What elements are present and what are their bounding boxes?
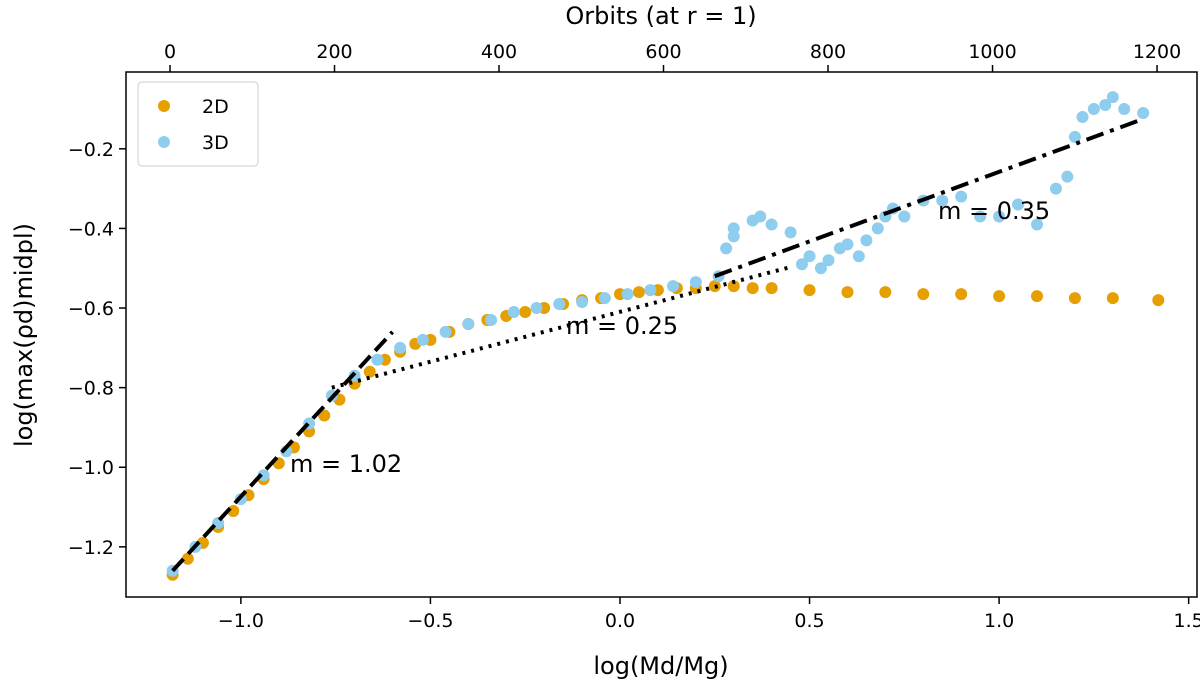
point xyxy=(507,306,520,319)
point xyxy=(1099,99,1112,112)
y-tick-label: −1.0 xyxy=(68,457,114,479)
point xyxy=(841,286,854,299)
y-tick-label: −1.2 xyxy=(68,537,114,559)
point xyxy=(416,333,429,346)
point xyxy=(667,280,680,293)
point xyxy=(727,222,740,235)
y-tick-label: −0.2 xyxy=(68,139,114,161)
point xyxy=(439,325,452,338)
top-tick-label: 800 xyxy=(810,41,846,63)
y-tick-label: −0.8 xyxy=(68,378,114,400)
point xyxy=(689,276,702,289)
point xyxy=(1137,106,1150,119)
top-tick-label: 600 xyxy=(645,41,681,63)
point xyxy=(852,250,865,263)
x-tick-label: 0.0 xyxy=(605,610,635,632)
point xyxy=(803,250,816,263)
legend-marker xyxy=(158,136,170,148)
point xyxy=(841,238,854,251)
point xyxy=(257,469,270,482)
point xyxy=(814,262,827,275)
top-tick-label: 1200 xyxy=(1133,41,1181,63)
point xyxy=(318,409,331,422)
point xyxy=(1087,103,1100,116)
x-tick-label: −0.5 xyxy=(407,610,453,632)
point xyxy=(993,210,1006,223)
point xyxy=(795,258,808,271)
point xyxy=(746,282,759,295)
point xyxy=(227,505,240,518)
point xyxy=(644,284,657,297)
point xyxy=(621,288,634,301)
point xyxy=(519,306,532,319)
point xyxy=(917,288,930,301)
point xyxy=(462,317,475,330)
point xyxy=(1068,130,1081,143)
x-tick-label: 1.0 xyxy=(984,610,1014,632)
x-tick-label: 1.5 xyxy=(1174,610,1200,632)
point xyxy=(576,296,589,309)
point xyxy=(860,234,873,247)
point xyxy=(1106,292,1119,305)
point xyxy=(879,286,892,299)
plot-frame xyxy=(125,71,1198,598)
y-tick-label: −0.6 xyxy=(68,298,114,320)
point xyxy=(530,302,543,315)
legend-label: 2D xyxy=(202,96,229,118)
point xyxy=(1076,110,1089,123)
point xyxy=(993,290,1006,303)
point xyxy=(784,226,797,239)
point xyxy=(727,280,740,293)
top-tick-label: 1000 xyxy=(968,41,1016,63)
point xyxy=(363,365,376,378)
point xyxy=(1152,294,1165,307)
legend-box xyxy=(137,81,259,167)
point xyxy=(1118,103,1131,116)
point xyxy=(181,552,194,565)
top-tick-label: 400 xyxy=(481,41,517,63)
point xyxy=(1031,218,1044,231)
point xyxy=(955,190,968,203)
point xyxy=(485,313,498,326)
fit-line xyxy=(171,330,394,573)
point xyxy=(632,286,645,299)
y-tick-label: −0.4 xyxy=(68,218,114,240)
x-tick-label: −1.0 xyxy=(218,610,264,632)
point xyxy=(1049,182,1062,195)
slope-annotation: m = 0.35 xyxy=(938,197,1050,225)
x-axis-label: log(Md/Mg) xyxy=(593,652,728,680)
slope-annotation: m = 0.25 xyxy=(566,312,678,340)
slope-annotation: m = 1.02 xyxy=(290,450,402,478)
point xyxy=(871,222,884,235)
point xyxy=(898,210,911,223)
point xyxy=(754,210,767,223)
point xyxy=(765,282,778,295)
legend-marker xyxy=(158,100,170,112)
point xyxy=(765,218,778,231)
point xyxy=(936,194,949,207)
fit-line xyxy=(714,117,1144,279)
point xyxy=(598,292,611,305)
point xyxy=(371,353,384,366)
point xyxy=(803,284,816,297)
top-axis-label: Orbits (at r = 1) xyxy=(565,2,756,30)
point xyxy=(1031,290,1044,303)
point xyxy=(1061,170,1074,183)
point xyxy=(1068,292,1081,305)
point xyxy=(955,288,968,301)
top-tick-label: 0 xyxy=(164,41,176,63)
fit-line xyxy=(331,265,792,390)
point xyxy=(974,210,987,223)
legend-label: 3D xyxy=(202,132,229,154)
point xyxy=(553,298,566,311)
top-tick-label: 200 xyxy=(316,41,352,63)
x-tick-label: 0.5 xyxy=(794,610,824,632)
point xyxy=(394,341,407,354)
point xyxy=(1106,91,1119,104)
point xyxy=(822,254,835,267)
point xyxy=(720,242,733,255)
y-axis-label: log(max(ρd)midpl) xyxy=(10,223,38,447)
point xyxy=(1012,198,1025,211)
